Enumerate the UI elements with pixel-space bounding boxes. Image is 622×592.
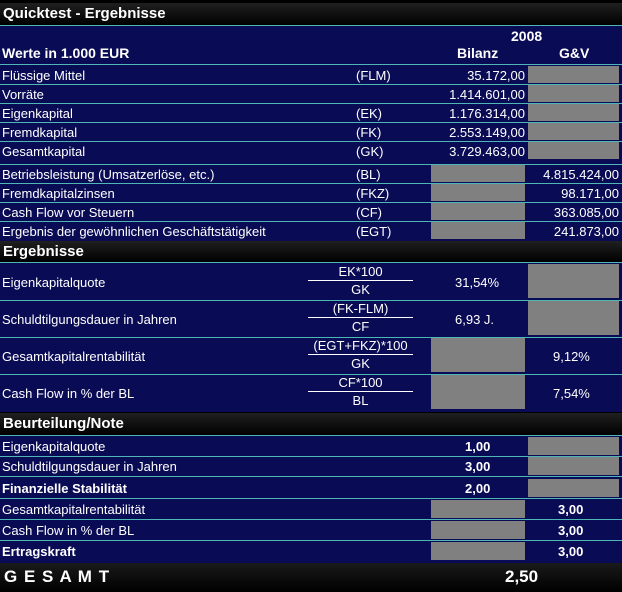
row-label: Eigenkapital [2, 106, 73, 121]
formula: CF*100 BL [308, 375, 413, 409]
ergebnisse-title: Ergebnisse [0, 241, 622, 262]
formula-numerator: CF*100 [338, 375, 383, 390]
grade-label: Eigenkapitalquote [2, 439, 106, 454]
ergebnisse-block: Eigenkapitalquote EK*100 GK 31,54% Schuldtil… [0, 263, 622, 412]
formula-numerator: (FK-FLM) [332, 301, 389, 316]
grade-bilanz: 3,00 [465, 459, 491, 474]
bilanz-value: 2.553.149,00 [449, 125, 525, 140]
gesamt-row: G E S A M T 2,50 [0, 563, 622, 592]
empty-cell [431, 542, 525, 560]
row-abbr: (CF) [356, 205, 382, 220]
grade-guv: 3,00 [558, 502, 584, 517]
row-label: Ergebnis der gewöhnlichen Geschäftstätig… [2, 224, 266, 239]
empty-cell [431, 375, 525, 409]
row-label: Flüssige Mittel [2, 68, 86, 83]
row-abbr: (FKZ) [356, 186, 390, 201]
row-abbr: (FLM) [356, 68, 391, 83]
header-block: 2008 Werte in 1.000 EUR Bilanz G&V [0, 26, 622, 64]
beurteilung-title: Beurteilung/Note [0, 413, 622, 435]
basis-block: Flüssige Mittel (FLM) 35.172,00 Vorräte 1.41… [0, 65, 622, 241]
guv-value: 98.171,00 [561, 186, 619, 201]
row-abbr: (BL) [356, 167, 381, 182]
row-abbr: (EGT) [356, 224, 392, 239]
empty-cell [528, 301, 619, 335]
result-label: Cash Flow in % der BL [2, 386, 135, 401]
gesamt-value: 2,50 [505, 567, 539, 586]
result-label: Gesamtkapitalrentabilität [2, 349, 146, 364]
empty-cell [431, 203, 525, 220]
row-label: Cash Flow vor Steuern [2, 205, 135, 220]
grade-label: Ertragskraft [2, 544, 76, 559]
formula-numerator: EK*100 [338, 264, 383, 279]
bilanz-value: 1.414.601,00 [449, 87, 525, 102]
empty-cell [431, 521, 525, 539]
result-guv: 9,12% [553, 349, 590, 364]
guv-value: 363.085,00 [553, 205, 619, 220]
formula: EK*100 GK [308, 264, 413, 298]
empty-cell [528, 142, 619, 159]
empty-cell [528, 85, 619, 102]
formula: (EGT+FKZ)*100 GK [308, 338, 413, 372]
empty-cell [431, 184, 525, 201]
empty-cell [431, 500, 525, 518]
empty-cell [528, 104, 619, 121]
row-label: Gesamtkapital [2, 144, 86, 159]
formula-denominator: BL [352, 393, 369, 408]
empty-cell [528, 264, 619, 298]
grade-label: Cash Flow in % der BL [2, 523, 135, 538]
bilanz-value: 1.176.314,00 [449, 106, 525, 121]
formula: (FK-FLM) CF [308, 301, 413, 335]
grade-label: Finanzielle Stabilität [2, 481, 127, 496]
empty-cell [431, 338, 525, 372]
beurteilung-block: Eigenkapitalquote 1,00 Schuldtilgungsdauer… [0, 436, 622, 563]
result-guv: 7,54% [553, 386, 590, 401]
formula-numerator: (EGT+FKZ)*100 [313, 338, 408, 353]
row-label: Betriebsleistung (Umsatzerlöse, etc.) [2, 167, 215, 182]
empty-cell [528, 123, 619, 140]
empty-cell [431, 165, 525, 182]
grade-label: Schuldtilgungsdauer in Jahren [2, 459, 177, 474]
gesamt-label: G E S A M T [4, 567, 111, 586]
result-bilanz: 31,54% [455, 275, 500, 290]
grade-label: Gesamtkapitalrentabilität [2, 502, 146, 517]
result-label: Schuldtilgungsdauer in Jahren [2, 312, 177, 327]
bilanz-value: 3.729.463,00 [449, 144, 525, 159]
formula-denominator: GK [351, 356, 370, 371]
empty-cell [528, 66, 619, 83]
row-abbr: (FK) [356, 125, 382, 140]
grade-guv: 3,00 [558, 544, 584, 559]
sheet-title: Quicktest - Ergebnisse [0, 3, 622, 25]
grade-guv: 3,00 [558, 523, 584, 538]
empty-cell [528, 457, 619, 475]
row-label: Fremdkapitalzinsen [2, 186, 115, 201]
empty-cell [528, 437, 619, 455]
result-bilanz: 6,93 J. [455, 312, 495, 327]
bilanz-value: 35.172,00 [467, 68, 525, 83]
empty-cell [528, 479, 619, 497]
bilanz-header: Bilanz [457, 45, 499, 61]
empty-cell [431, 222, 525, 239]
units-label: Werte in 1.000 EUR [2, 45, 130, 61]
row-abbr: (GK) [356, 144, 384, 159]
row-label: Vorräte [2, 87, 44, 102]
formula-denominator: CF [351, 319, 370, 334]
guv-header: G&V [559, 45, 590, 61]
year-label: 2008 [511, 28, 543, 44]
result-label: Eigenkapitalquote [2, 275, 106, 290]
row-label: Fremdkapital [2, 125, 78, 140]
grade-bilanz: 1,00 [465, 439, 491, 454]
grade-bilanz: 2,00 [465, 481, 491, 496]
guv-value: 4.815.424,00 [543, 167, 619, 182]
guv-value: 241.873,00 [553, 224, 619, 239]
row-abbr: (EK) [356, 106, 382, 121]
formula-denominator: GK [351, 282, 370, 297]
